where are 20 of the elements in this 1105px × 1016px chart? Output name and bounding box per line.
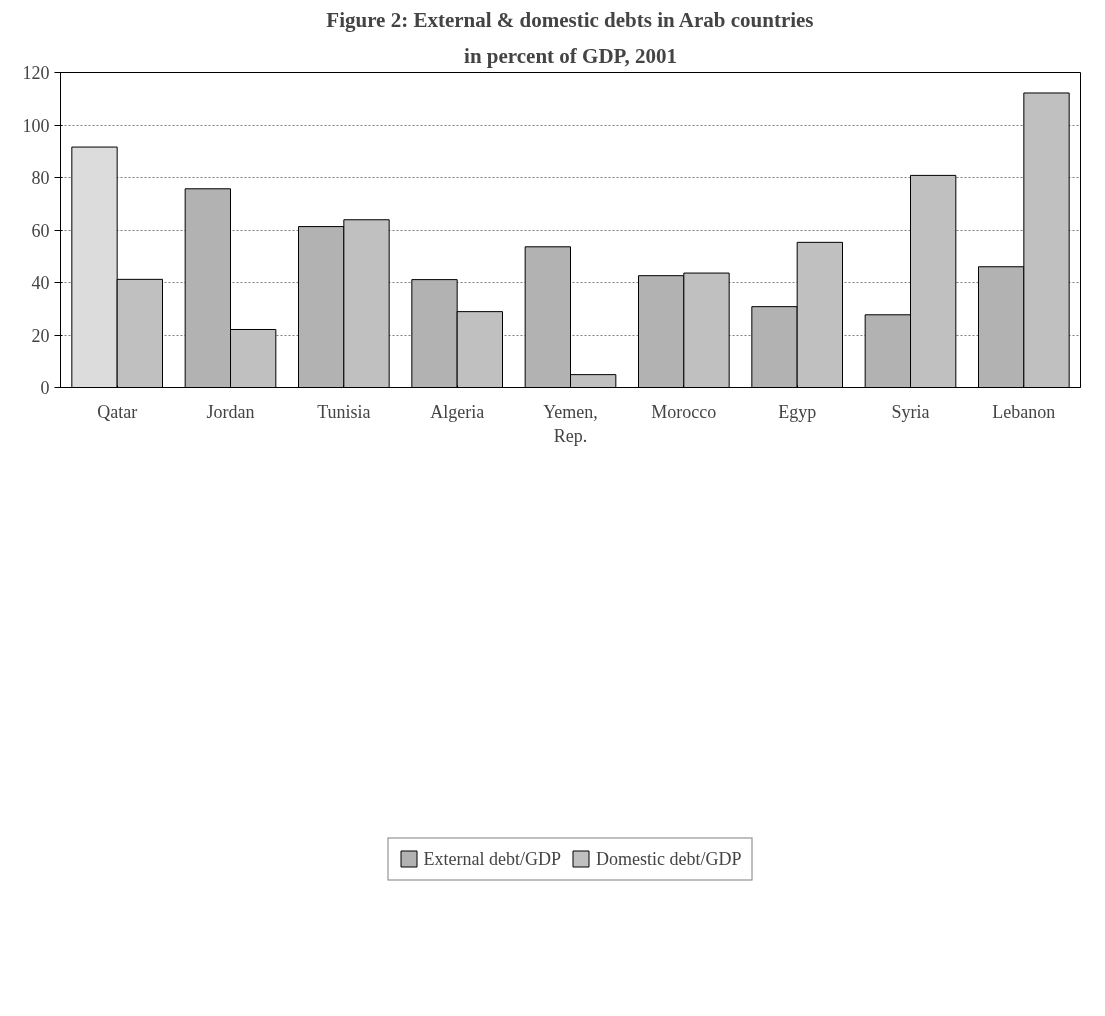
legend-label: Domestic debt/GDP — [595, 848, 742, 870]
x-tick-label: Egyp — [778, 401, 817, 422]
x-tick-label: Jordan — [206, 401, 255, 422]
chart-subtitle: in percent of GDP, 2001 — [464, 43, 677, 68]
y-tick-label: 0 — [40, 378, 50, 398]
y-tick-label: 20 — [31, 325, 50, 346]
x-tick-label: Morocco — [651, 401, 717, 422]
y-tick-label: 60 — [31, 220, 50, 241]
x-tick-label: Yemen, Rep. — [543, 401, 598, 446]
x-tick-label: Lebanon — [992, 401, 1056, 422]
y-tick-label: 80 — [31, 168, 50, 188]
legend-label: External debt/GDP — [423, 848, 561, 870]
x-tick-label: Syria — [891, 401, 930, 422]
x-tick-label: Algeria — [430, 401, 485, 422]
x-tick-label: Qatar — [97, 401, 138, 422]
chart-title: Figure 2: External & domestic debts in Arab countries — [326, 7, 814, 32]
x-tick-label: Tunisia — [317, 401, 371, 422]
y-tick-label: 100 — [22, 115, 50, 136]
y-tick-label: 120 — [22, 63, 50, 83]
y-tick-label: 40 — [31, 273, 50, 293]
